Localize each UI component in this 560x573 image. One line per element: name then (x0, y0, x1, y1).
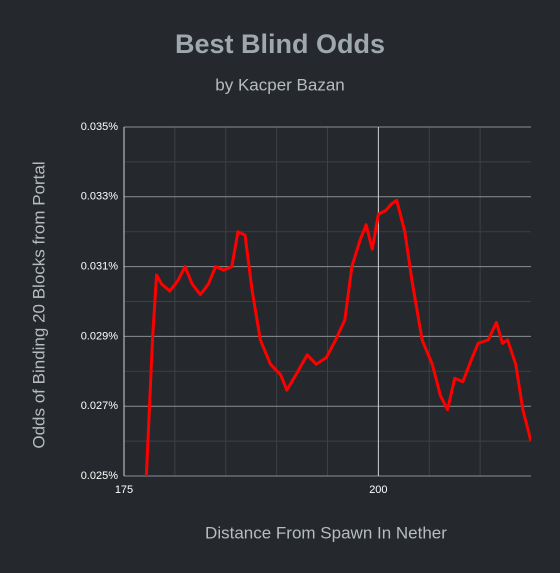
y-tick-label: 0.033% (81, 191, 119, 203)
chart-title: Best Blind Odds (175, 29, 385, 59)
y-tick-label: 0.031% (81, 261, 119, 273)
y-tick-label: 0.027% (81, 400, 119, 412)
y-tick-label: 0.025% (81, 470, 119, 482)
x-tick-label: 200 (369, 484, 387, 496)
line (144, 198, 531, 476)
y-tick-label: 0.029% (81, 330, 119, 342)
x-axis-label: Distance From Spawn In Nether (205, 523, 447, 542)
chart-subtitle: by Kacper Bazan (215, 75, 344, 94)
x-tick-label: 175 (115, 484, 133, 496)
y-tick-label: 0.035% (81, 121, 119, 133)
y-axis-label: Odds of Binding 20 Blocks from Portal (29, 161, 48, 448)
